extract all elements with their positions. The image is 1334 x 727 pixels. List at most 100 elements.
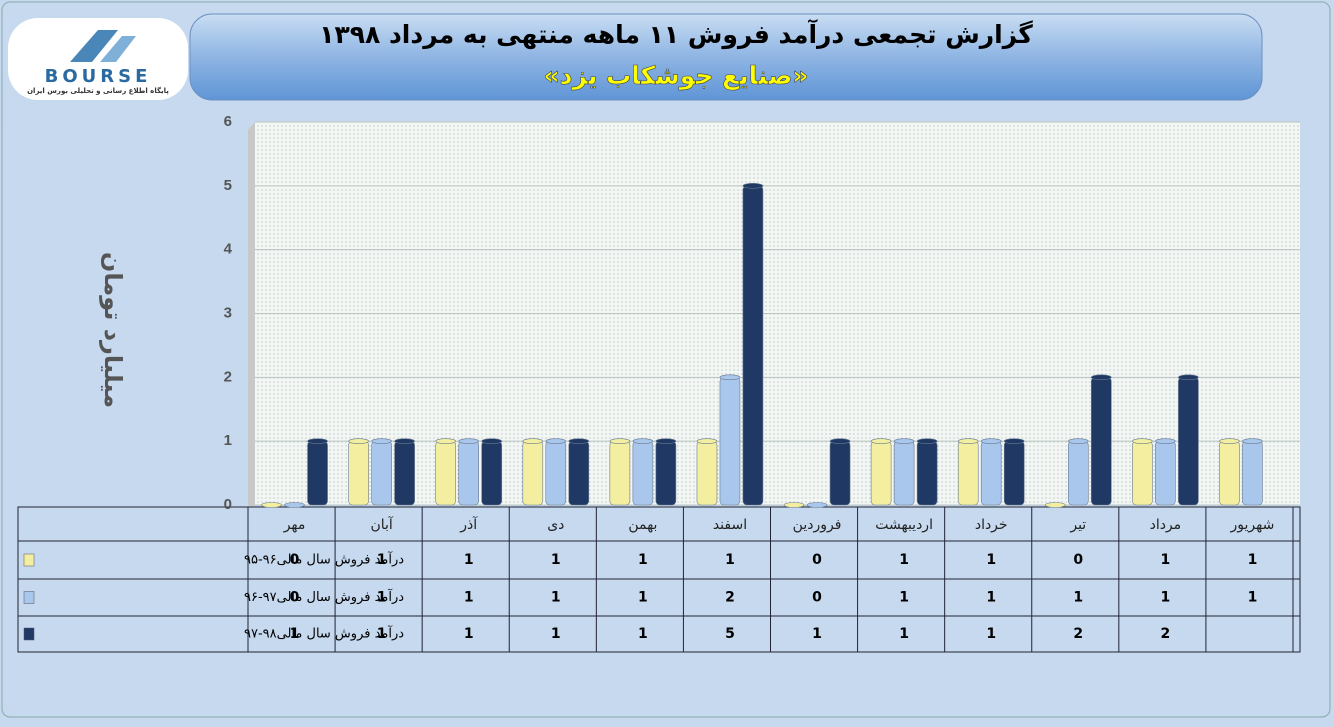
table-value: 1	[551, 552, 561, 568]
bar-cap	[1090, 374, 1112, 381]
table-value: 1	[725, 552, 735, 568]
bar-cap	[1003, 438, 1025, 444]
bar	[1067, 440, 1089, 506]
title-box	[189, 13, 1263, 101]
table-value: 1	[638, 552, 648, 568]
logo-name: BOURSE	[45, 66, 152, 87]
x-tick-label: بهمن	[628, 517, 657, 533]
table-value: 2	[1161, 626, 1171, 642]
bar-cap	[806, 502, 828, 508]
bar	[545, 440, 567, 506]
bar	[458, 440, 480, 506]
bar	[829, 440, 851, 506]
x-tick-label: فروردین	[793, 517, 842, 533]
table-value: 1	[464, 590, 474, 606]
bar-cap	[1242, 438, 1263, 444]
logo: BOURSE پایگاه اطلاع رسانی و تحلیلی بورس …	[8, 18, 188, 100]
chart-title: گزارش تجمعی درآمد فروش ۱۱ ماهه منتهی به …	[319, 19, 1033, 50]
bar-cap	[893, 438, 915, 444]
bar	[742, 185, 764, 506]
bar-cap	[522, 438, 544, 444]
table-value: 1	[638, 626, 648, 642]
legend-swatch	[23, 591, 35, 604]
bar-cap	[719, 374, 741, 381]
x-tick-label: خرداد	[975, 517, 1008, 533]
bar-cap	[632, 438, 654, 444]
table-value: 1	[638, 590, 648, 606]
y-tick-label: 5	[224, 177, 232, 194]
bar	[1219, 440, 1240, 506]
logo-bg	[8, 18, 188, 100]
table-value: 0	[290, 590, 300, 606]
table-value: 1	[899, 626, 909, 642]
table-value: 2	[1073, 626, 1083, 642]
bar	[609, 440, 631, 506]
bar-cap	[957, 438, 979, 444]
bar-cap	[394, 438, 415, 444]
table-value: 1	[1161, 552, 1171, 568]
legend-label: درآمد فروش سال مالی۹۷-۹۶	[244, 588, 404, 605]
y-tick-label: 4	[224, 241, 233, 258]
bar-cap	[829, 438, 851, 444]
bar	[1242, 440, 1263, 506]
table-value: 1	[899, 552, 909, 568]
table-value: 0	[290, 552, 300, 568]
logo-mark	[100, 36, 136, 62]
bar-cap	[458, 438, 480, 444]
x-tick-label: اسفند	[713, 517, 747, 533]
bar	[719, 377, 741, 506]
bar	[307, 440, 328, 506]
bar-cap	[1219, 438, 1240, 444]
table-value: 1	[1161, 590, 1171, 606]
y-tick-label: 2	[224, 368, 232, 385]
y-tick-label: 0	[224, 496, 232, 513]
bar-cap	[348, 438, 369, 444]
table-value: 1	[986, 626, 996, 642]
bar-cap	[916, 438, 938, 444]
table-value: 1	[899, 590, 909, 606]
bar-cap	[435, 438, 457, 444]
y-axis-label: میلیارد تومان	[99, 252, 127, 408]
bar	[980, 440, 1002, 506]
bar	[696, 440, 718, 506]
bar-cap	[1044, 502, 1066, 508]
bar	[394, 440, 415, 506]
legend-swatch	[23, 627, 35, 641]
bar	[1155, 440, 1176, 506]
bar-cap	[1155, 438, 1176, 444]
table-value: 2	[725, 590, 735, 606]
bar	[957, 440, 979, 506]
bar-cap	[307, 438, 328, 444]
table-value: 1	[1073, 590, 1083, 606]
logo-caption: پایگاه اطلاع رسانی و تحلیلی بورس ایران	[27, 86, 169, 95]
bar	[632, 440, 654, 506]
table-value: 1	[551, 590, 561, 606]
logo-mark	[70, 30, 118, 62]
x-tick-label: مهر	[283, 517, 306, 533]
bar-cap	[568, 438, 590, 444]
table-value: 1	[1248, 552, 1258, 568]
x-tick-label: دی	[547, 517, 564, 533]
table-value: 1	[464, 552, 474, 568]
x-tick-label: اردیبهشت	[875, 517, 933, 533]
table-value: 0	[1073, 552, 1083, 568]
bar-cap	[696, 438, 718, 444]
bar-cap	[481, 438, 503, 444]
bar	[371, 440, 392, 506]
table-value: 1	[377, 552, 387, 568]
bar	[522, 440, 544, 506]
table-value: 1	[377, 626, 387, 642]
x-tick-label: آبان	[370, 516, 393, 533]
table-value: 1	[1248, 590, 1258, 606]
table-value: 1	[986, 590, 996, 606]
bar	[1178, 377, 1199, 506]
bar	[1090, 377, 1112, 506]
bar-cap	[742, 183, 764, 189]
bar	[481, 440, 503, 506]
table-value: 0	[812, 552, 822, 568]
y-tick-label: 1	[224, 432, 232, 449]
legend-label: درآمد فروش سال مالی۹۶-۹۵	[244, 551, 404, 568]
bar	[435, 440, 457, 506]
legend-label: درآمد فروش سال مالی۹۸-۹۷	[244, 625, 404, 642]
